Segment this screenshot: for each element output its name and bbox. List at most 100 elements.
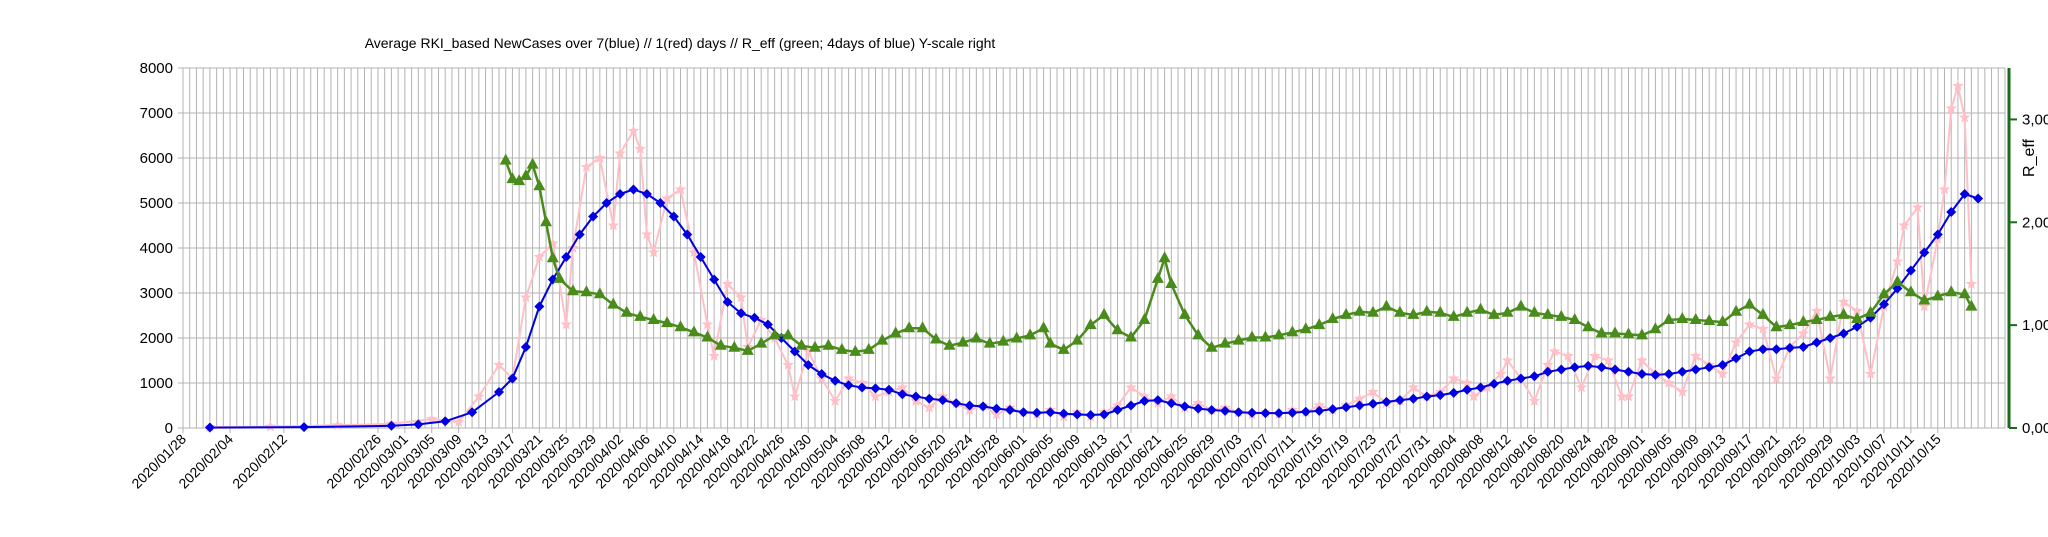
chart-title: Average RKI_based NewCases over 7(blue) … [365, 35, 996, 51]
data-point [1635, 328, 1648, 340]
data-point [876, 333, 889, 345]
data-point [627, 125, 640, 136]
data-point [1205, 340, 1218, 352]
data-point [1743, 318, 1756, 330]
data-point [452, 416, 465, 427]
data-point [1125, 381, 1137, 393]
data-point [1260, 408, 1271, 419]
data-point [1407, 381, 1420, 393]
data-point [1825, 333, 1836, 343]
data-point [1824, 309, 1837, 321]
data-point [1286, 325, 1299, 337]
data-point [923, 401, 935, 413]
data-point [1489, 378, 1500, 389]
data-point [574, 229, 585, 240]
data-point [1811, 305, 1823, 316]
data-point [1548, 345, 1561, 357]
data-point [519, 169, 532, 180]
data-point [1965, 299, 1978, 311]
y-tick-label: 6000 [140, 150, 173, 167]
data-point [467, 407, 478, 418]
data-point [782, 328, 795, 340]
data-point [1124, 330, 1137, 342]
data-point [1084, 318, 1097, 330]
data-point [956, 335, 969, 347]
data-point [204, 422, 215, 433]
data-point [1179, 401, 1190, 412]
data-point [1448, 372, 1460, 384]
data-point [1582, 320, 1595, 332]
data-point [1911, 201, 1924, 213]
data-point [695, 252, 706, 262]
y-tick-label: 0 [165, 420, 173, 437]
data-point [1730, 336, 1742, 348]
data-point [534, 301, 545, 312]
data-point [546, 251, 559, 263]
data-point [1690, 364, 1701, 375]
data-point [1716, 315, 1729, 327]
data-point [386, 420, 397, 431]
data-point [1783, 318, 1796, 330]
y-tick-label: 1000 [140, 375, 173, 392]
data-point [1938, 183, 1951, 195]
data-point [1622, 327, 1635, 339]
data-point [897, 389, 908, 400]
data-point [1716, 368, 1729, 379]
series-newcases-7day [204, 184, 1984, 433]
data-point [1139, 396, 1150, 406]
data-point [1770, 372, 1783, 384]
data-point [1138, 313, 1151, 324]
data-point [533, 179, 546, 191]
data-point [1420, 304, 1433, 316]
data-point [1031, 407, 1042, 418]
data-point [1111, 323, 1124, 335]
data-point [1380, 299, 1393, 311]
data-point [688, 246, 700, 258]
data-point [755, 314, 767, 325]
data-point [1138, 390, 1151, 402]
data-point [1852, 321, 1863, 332]
data-point [857, 382, 868, 393]
data-point [1158, 251, 1171, 263]
data-point [1407, 307, 1420, 319]
data-point [1771, 344, 1782, 355]
data-point [870, 383, 881, 394]
data-point [647, 313, 660, 324]
data-point [1731, 353, 1742, 364]
data-point [1098, 307, 1111, 319]
data-point [789, 390, 801, 402]
data-point [924, 393, 935, 404]
data-point [1481, 381, 1493, 393]
data-point [768, 328, 781, 340]
data-point [1259, 330, 1272, 342]
data-point [803, 360, 814, 370]
data-point [1663, 377, 1675, 388]
data-point [1220, 405, 1231, 416]
data-point [1542, 359, 1554, 370]
data-point [1965, 278, 1978, 289]
data-point [822, 338, 835, 350]
data-point [1717, 360, 1728, 370]
data-point [830, 375, 841, 386]
data-point [1353, 304, 1366, 316]
data-point [674, 320, 687, 332]
data-point [1474, 302, 1487, 314]
y2-tick-label: 2,00 [2022, 214, 2048, 231]
data-point [883, 384, 894, 395]
data-point [1488, 307, 1501, 319]
data-point [1018, 407, 1029, 418]
data-point [970, 331, 983, 343]
data-point [1192, 328, 1205, 340]
data-point [1501, 305, 1514, 317]
y-tick-label: 2000 [140, 330, 173, 347]
data-point [889, 326, 902, 338]
data-point [1421, 391, 1432, 402]
data-point [1784, 342, 1795, 353]
data-point [1677, 366, 1688, 377]
data-point [1555, 309, 1568, 321]
data-point [1891, 274, 1904, 286]
data-point [1959, 189, 1970, 199]
data-point [1045, 407, 1056, 418]
data-point [1353, 392, 1366, 404]
y-axis-ticks: 0 1000 2000 3000 4000 5000 6000 7000 8000 [140, 60, 183, 437]
